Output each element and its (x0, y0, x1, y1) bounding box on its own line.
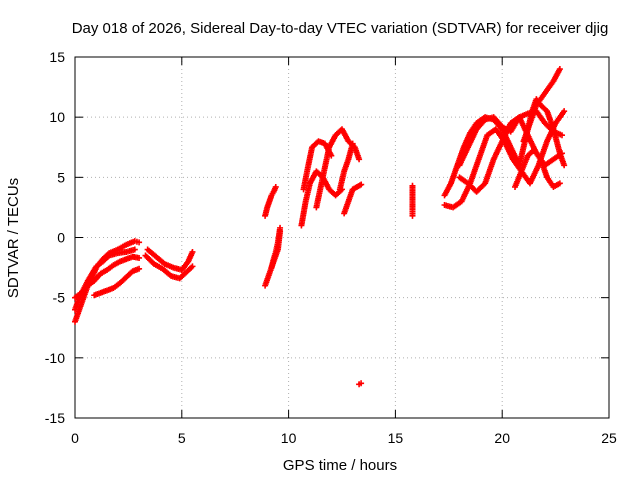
data-points (72, 66, 568, 388)
data-point (358, 380, 365, 387)
x-tick-label: 5 (178, 430, 186, 446)
y-tick-label: -5 (53, 290, 66, 306)
chart-title: Day 018 of 2026, Sidereal Day-to-day VTE… (72, 20, 609, 37)
data-point (358, 181, 365, 188)
data-point (272, 183, 279, 190)
series-arc-4e (336, 140, 356, 193)
series-arc-2b (142, 252, 196, 282)
y-tick-label: 5 (57, 169, 65, 185)
x-tick-label: 15 (388, 430, 404, 446)
series-arc-2a (144, 246, 196, 273)
series-arc-5 (409, 182, 416, 219)
series-arc-4c (313, 126, 363, 211)
y-axis-ticks: -15 -10 -5 0 5 10 15 (45, 49, 609, 426)
data-point (136, 239, 143, 246)
x-tick-label: 0 (71, 430, 79, 446)
series-arc-4d (341, 181, 365, 217)
y-tick-label: 10 (49, 109, 65, 125)
data-point (131, 246, 138, 253)
series-arc-3a (262, 183, 279, 219)
data-point (556, 66, 563, 73)
series-arc-6f (520, 96, 568, 169)
data-point (559, 132, 566, 139)
x-axis-title: GPS time / hours (283, 457, 397, 474)
y-tick-label: -10 (45, 350, 65, 366)
data-point (356, 156, 363, 163)
series-arc-1c (72, 253, 143, 301)
data-point (409, 182, 416, 189)
data-point (556, 180, 563, 187)
series-arc-1d (91, 265, 143, 299)
x-axis-ticks: 0 5 10 15 20 25 (71, 57, 617, 446)
series-arc-1b (72, 246, 138, 313)
data-point (189, 263, 196, 270)
series-outlier (356, 380, 365, 388)
data-point (561, 108, 568, 115)
y-tick-label: -15 (45, 410, 65, 426)
data-point (136, 254, 143, 261)
data-point (189, 248, 196, 255)
x-tick-label: 20 (494, 430, 510, 446)
y-tick-label: 15 (49, 49, 65, 65)
y-axis-title: SDTVAR / TECUs (5, 178, 22, 298)
data-point (277, 224, 284, 231)
x-tick-label: 10 (281, 430, 297, 446)
series-arc-6e (512, 146, 563, 190)
series-arc-3c (268, 224, 284, 271)
data-point (349, 140, 356, 147)
x-tick-label: 25 (601, 430, 617, 446)
y-tick-label: 0 (57, 230, 65, 246)
data-point (561, 162, 568, 169)
data-point (136, 265, 143, 272)
